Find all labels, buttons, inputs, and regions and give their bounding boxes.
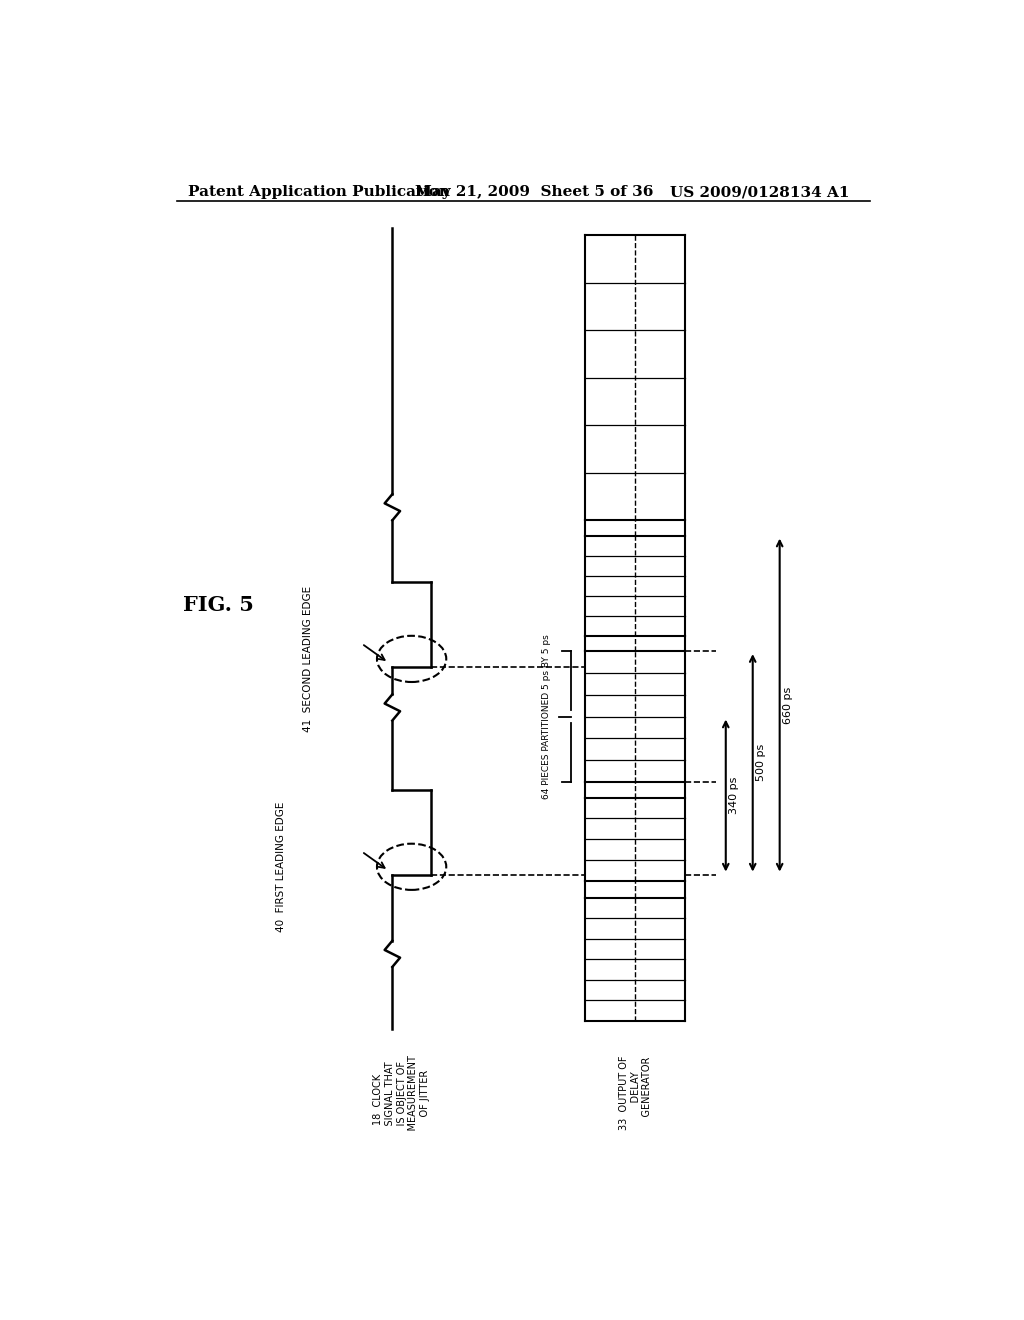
Text: FIG. 5: FIG. 5 [183, 595, 254, 615]
Text: 18  CLOCK
    SIGNAL THAT
    IS OBJECT OF
    MEASUREMENT
    OF JITTER: 18 CLOCK SIGNAL THAT IS OBJECT OF MEASUR… [374, 1056, 430, 1143]
Text: 64 PIECES PARTITIONED 5 ps BY 5 ps: 64 PIECES PARTITIONED 5 ps BY 5 ps [542, 635, 551, 799]
Text: Patent Application Publication: Patent Application Publication [188, 185, 451, 199]
Text: 340 ps: 340 ps [729, 777, 739, 814]
Text: US 2009/0128134 A1: US 2009/0128134 A1 [670, 185, 849, 199]
Text: 500 ps: 500 ps [756, 744, 766, 781]
Text: 40  FIRST LEADING EDGE: 40 FIRST LEADING EDGE [275, 801, 286, 932]
Text: 660 ps: 660 ps [782, 686, 793, 723]
Text: 41  SECOND LEADING EDGE: 41 SECOND LEADING EDGE [303, 586, 312, 733]
Text: 33  OUTPUT OF
    DELAY
    GENERATOR: 33 OUTPUT OF DELAY GENERATOR [620, 1056, 652, 1130]
Text: May 21, 2009  Sheet 5 of 36: May 21, 2009 Sheet 5 of 36 [416, 185, 654, 199]
